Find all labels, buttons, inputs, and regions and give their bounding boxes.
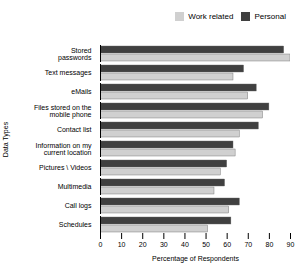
svg-text:Schedules: Schedules — [59, 221, 92, 228]
svg-text:0: 0 — [99, 241, 103, 248]
html-text:Personal: Personal — [254, 12, 286, 21]
svg-text:eMails: eMails — [71, 88, 92, 95]
svg-text:Data Types: Data Types — [2, 121, 10, 157]
svg-text:Information on mycurrent locat: Information on mycurrent location — [35, 142, 92, 156]
svg-text:60: 60 — [223, 241, 231, 248]
svg-text:80: 80 — [265, 241, 273, 248]
svg-text:90: 90 — [287, 241, 295, 248]
svg-text:Storedpasswords: Storedpasswords — [58, 47, 92, 62]
svg-text:40: 40 — [181, 241, 189, 248]
svg-text:Percentage of Respondents: Percentage of Respondents — [152, 255, 239, 263]
svg-text:50: 50 — [202, 241, 210, 248]
svg-text:Multimedia: Multimedia — [58, 183, 92, 190]
svg-text:70: 70 — [244, 241, 252, 248]
svg-text:Text messages: Text messages — [45, 69, 92, 77]
html-text:Work related: Work related — [188, 12, 234, 21]
svg-text:20: 20 — [139, 241, 147, 248]
svg-text:Contact list: Contact list — [57, 126, 92, 133]
svg-text:30: 30 — [160, 241, 168, 248]
svg-text:Files stored on themobile phon: Files stored on themobile phone — [34, 104, 92, 119]
svg-text:Call logs: Call logs — [65, 202, 92, 210]
svg-text:Pictures \ Videos: Pictures \ Videos — [39, 164, 92, 171]
svg-text:10: 10 — [118, 241, 126, 248]
